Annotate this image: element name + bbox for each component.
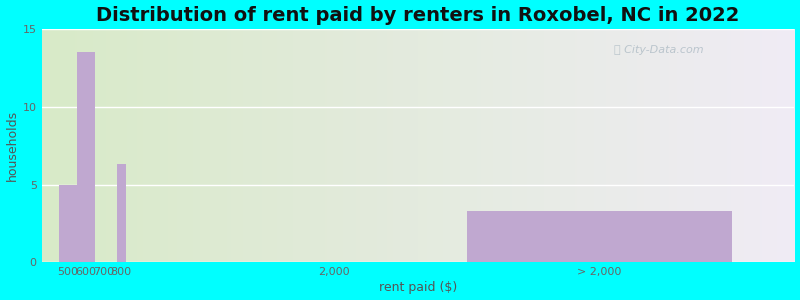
- X-axis label: rent paid ($): rent paid ($): [379, 281, 457, 294]
- Y-axis label: households: households: [6, 110, 18, 181]
- Bar: [77, 52, 94, 262]
- Bar: [466, 211, 733, 262]
- Bar: [117, 164, 126, 262]
- Title: Distribution of rent paid by renters in Roxobel, NC in 2022: Distribution of rent paid by renters in …: [96, 6, 740, 25]
- Bar: [59, 184, 77, 262]
- Text: 🔍 City-Data.com: 🔍 City-Data.com: [614, 45, 703, 55]
